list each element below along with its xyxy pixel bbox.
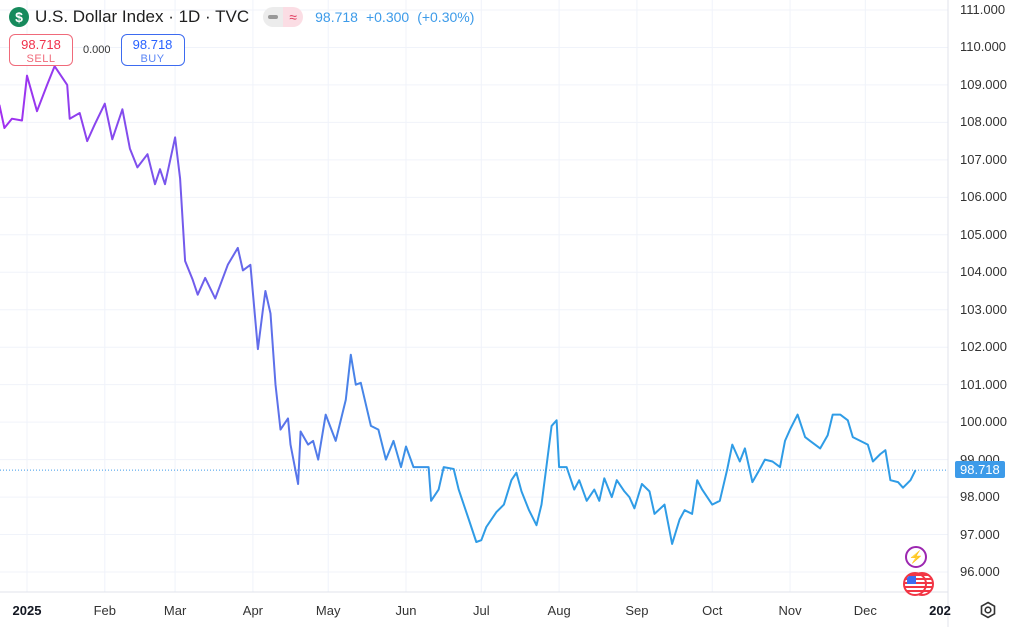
x-tick-label: Apr	[242, 603, 264, 618]
x-tick-label: Oct	[702, 603, 723, 618]
x-tick-label: Jul	[472, 603, 490, 618]
trade-panel: 98.718 SELL 0.000 98.718 BUY	[9, 34, 185, 66]
sell-button[interactable]: 98.718 SELL	[9, 34, 73, 66]
x-tick-label: Aug	[547, 603, 571, 618]
y-tick-label: 101.000	[960, 376, 1007, 392]
x-tick-label: Mar	[163, 603, 187, 618]
symbol-title[interactable]: U.S. Dollar Index · 1D · TVC	[35, 7, 250, 26]
y-tick-label: 102.000	[960, 339, 1007, 355]
y-tick-label: 111.000	[960, 2, 1006, 17]
x-tick-label: Sep	[625, 603, 649, 618]
lightning-event-icon[interactable]: ⚡	[905, 546, 927, 568]
quote-values: 98.718 +0.300 (+0.30%)	[315, 9, 474, 25]
last-price-tag: 98.718	[955, 461, 1005, 479]
dollar-logo-icon: $	[9, 7, 29, 27]
buy-label: BUY	[140, 53, 165, 65]
y-tick-label: 107.000	[960, 151, 1007, 167]
y-tick-label: 103.000	[960, 301, 1007, 317]
y-tick-label: 100.000	[960, 414, 1007, 430]
y-tick-label: 109.000	[960, 76, 1007, 92]
y-tick-label: 97.000	[960, 526, 1000, 542]
delayed-data-icon: ≈	[283, 7, 304, 27]
y-tick-label: 98.000	[960, 489, 1000, 505]
sell-label: SELL	[26, 53, 56, 65]
spread-value: 0.000	[83, 44, 111, 56]
us-flag-economic-event-icon[interactable]	[903, 572, 927, 596]
y-tick-label: 96.000	[960, 564, 1000, 579]
market-closed-icon	[263, 7, 284, 27]
x-tick-label: Feb	[93, 603, 116, 618]
y-tick-label: 105.000	[960, 226, 1007, 242]
price-change: +0.300	[365, 9, 410, 25]
x-tick-label: Jun	[395, 603, 417, 618]
y-tick-label: 110.000	[960, 39, 1007, 55]
x-axis-year-label: 202	[929, 603, 951, 618]
x-tick-label: 2025	[12, 603, 42, 618]
price-series-line	[0, 65, 917, 545]
y-tick-label: 104.000	[960, 264, 1007, 280]
buy-price: 98.718	[132, 37, 173, 52]
status-pills[interactable]: ≈	[263, 7, 304, 27]
x-tick-label: Dec	[853, 603, 877, 618]
grid	[0, 0, 948, 592]
y-tick-label: 106.000	[960, 189, 1007, 205]
buy-button[interactable]: 98.718 BUY	[120, 34, 185, 66]
price-change-percent: (+0.30%)	[417, 9, 475, 25]
sell-price: 98.718	[21, 37, 61, 52]
chart-legend: $ U.S. Dollar Index · 1D · TVC ≈ 98.718 …	[9, 7, 474, 27]
settings-gear-icon[interactable]	[979, 601, 997, 619]
last-price: 98.718	[315, 9, 358, 25]
x-tick-label: Nov	[778, 603, 802, 618]
x-tick-label: May	[315, 603, 341, 618]
y-tick-label: 108.000	[960, 114, 1007, 130]
